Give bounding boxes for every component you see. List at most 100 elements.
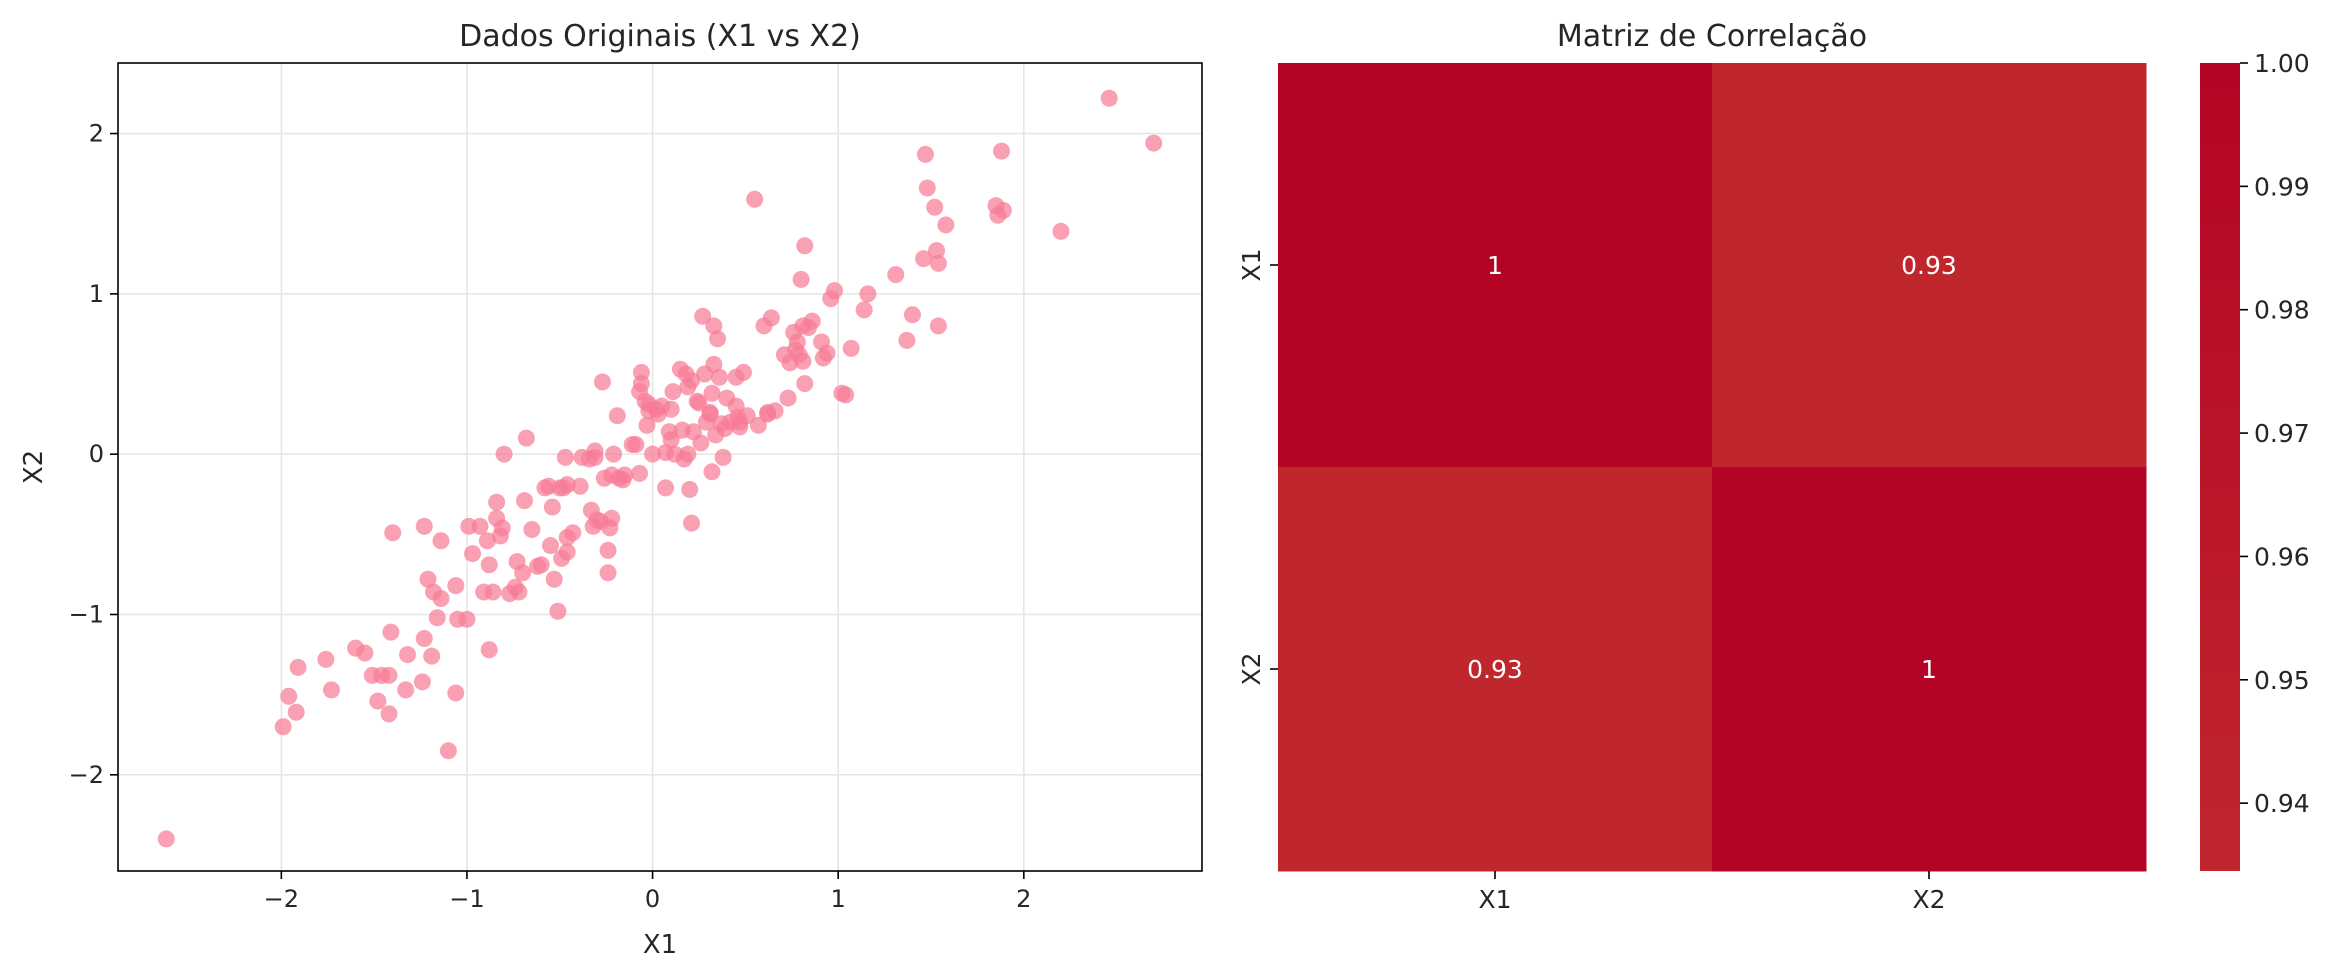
colorbar-bar xyxy=(2200,63,2240,871)
scatter-point xyxy=(556,448,574,466)
scatter-point xyxy=(605,445,623,463)
scatter-point xyxy=(705,355,723,373)
scatter-point xyxy=(825,282,843,300)
scatter-point xyxy=(428,609,446,627)
scatter-frame xyxy=(117,62,1203,872)
scatter-point xyxy=(432,589,450,607)
scatter-point xyxy=(157,830,175,848)
scatter-point xyxy=(413,673,431,691)
scatter-point xyxy=(703,384,721,402)
scatter-point xyxy=(369,692,387,710)
scatter-point xyxy=(558,476,576,494)
scatter-point xyxy=(380,666,398,684)
scatter-point xyxy=(545,570,563,588)
scatter-point xyxy=(692,434,710,452)
scatter-ticks: −2 −1 0 1 2 −2 −1 0 1 2 xyxy=(69,120,1032,913)
scatter-point xyxy=(415,630,433,648)
scatter-point xyxy=(915,250,933,268)
scatter-point xyxy=(517,429,535,447)
scatter-point xyxy=(926,198,944,216)
scatter-point xyxy=(681,480,699,498)
y-tick-label: −2 xyxy=(69,761,104,789)
heatmap-title: Matriz de Correlação xyxy=(1557,19,1867,54)
scatter-point xyxy=(399,646,417,664)
scatter-point xyxy=(887,266,905,284)
scatter-point xyxy=(701,405,719,423)
scatter-point xyxy=(274,718,292,736)
scatter-panel: Dados Originais (X1 vs X2) −2 −1 0 1 2 −2 −1 0 1… xyxy=(19,19,1203,960)
colorbar-tick-label: 0.97 xyxy=(2254,419,2310,448)
scatter-point xyxy=(322,681,340,699)
scatter-point xyxy=(703,463,721,481)
scatter-point xyxy=(735,363,753,381)
scatter-point xyxy=(762,309,780,327)
scatter-point xyxy=(397,681,415,699)
scatter-point xyxy=(523,521,541,539)
heatmap-cells: 1 0.93 0.93 1 xyxy=(1278,63,2147,872)
x-tick-label: −1 xyxy=(449,885,484,913)
scatter-point xyxy=(627,436,645,454)
scatter-point xyxy=(289,658,307,676)
scatter-point xyxy=(794,352,812,370)
heatmap-cell xyxy=(1278,63,1713,468)
y-tick-label: 1 xyxy=(89,280,104,308)
x-tick-label: 2 xyxy=(1016,885,1031,913)
colorbar-tick-label: 0.98 xyxy=(2254,296,2310,325)
heatmap-x-tick-label: X1 xyxy=(1478,885,1511,914)
scatter-point xyxy=(792,270,810,288)
scatter-point xyxy=(447,577,465,595)
heatmap-cell xyxy=(1712,63,2147,468)
scatter-point xyxy=(478,532,496,550)
scatter-point xyxy=(558,543,576,561)
scatter-point xyxy=(766,402,784,420)
scatter-point xyxy=(714,448,732,466)
scatter-point xyxy=(419,570,437,588)
scatter-point xyxy=(993,142,1011,160)
scatter-point xyxy=(384,524,402,542)
scatter-point xyxy=(549,602,567,620)
scatter-point xyxy=(664,383,682,401)
y-tick-label: 2 xyxy=(89,120,104,148)
scatter-point xyxy=(280,687,298,705)
scatter-point xyxy=(803,312,821,330)
scatter-point xyxy=(532,556,550,574)
scatter-point xyxy=(918,179,936,197)
heatmap-y-tick-label: X2 xyxy=(1237,652,1266,685)
heatmap-y-tick-label: X1 xyxy=(1237,248,1266,281)
scatter-point xyxy=(929,254,947,272)
scatter-point xyxy=(564,524,582,542)
scatter-x-axis-label: X1 xyxy=(643,930,677,960)
scatter-point xyxy=(705,317,723,335)
scatter-point xyxy=(599,541,617,559)
heatmap-cell xyxy=(1278,467,1713,872)
scatter-point xyxy=(415,517,433,535)
scatter-point xyxy=(432,532,450,550)
scatter-point xyxy=(1100,89,1118,107)
colorbar-tick-label: 0.99 xyxy=(2254,172,2310,201)
scatter-point xyxy=(738,407,756,425)
scatter-point xyxy=(631,464,649,482)
scatter-point xyxy=(683,371,701,389)
scatter-point xyxy=(937,216,955,234)
scatter-point xyxy=(694,307,712,325)
scatter-point xyxy=(382,623,400,641)
scatter-point xyxy=(818,344,836,362)
scatter-point xyxy=(709,330,727,348)
colorbar-tick-label: 0.96 xyxy=(2254,542,2310,571)
scatter-point xyxy=(516,492,533,510)
heatmap-cell-annotation: 0.93 xyxy=(1467,655,1523,684)
scatter-point xyxy=(488,493,506,511)
scatter-point xyxy=(464,545,482,563)
scatter-point xyxy=(586,442,604,460)
scatter-point xyxy=(603,509,621,527)
heatmap-cell-annotation: 0.93 xyxy=(1901,251,1957,280)
scatter-point xyxy=(447,684,465,702)
scatter-point xyxy=(541,537,559,555)
scatter-point xyxy=(898,331,916,349)
x-tick-label: −2 xyxy=(264,885,299,913)
scatter-point xyxy=(599,564,617,582)
scatter-point xyxy=(287,703,305,721)
scatter-point xyxy=(480,556,498,574)
scatter-point xyxy=(1052,222,1070,240)
